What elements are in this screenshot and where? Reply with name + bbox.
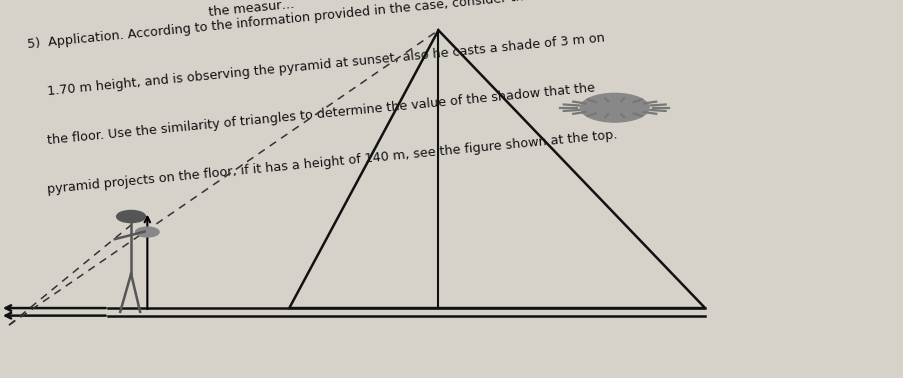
- Circle shape: [580, 93, 648, 122]
- Text: pyramid projects on the floor, if it has a height of 140 m, see the figure shown: pyramid projects on the floor, if it has…: [27, 129, 618, 198]
- Text: the floor. Use the similarity of triangles to determine the value of the shadow : the floor. Use the similarity of triangl…: [27, 81, 595, 149]
- Text: 1.70 m height, and is observing the pyramid at sunset, also he casts a shade of : 1.70 m height, and is observing the pyra…: [27, 31, 605, 100]
- Circle shape: [135, 227, 159, 237]
- Text: the measur…: the measur…: [208, 0, 294, 19]
- Circle shape: [116, 211, 145, 223]
- Text: 5)  Application. According to the information provided in the case, consider tha: 5) Application. According to the informa…: [27, 0, 609, 51]
